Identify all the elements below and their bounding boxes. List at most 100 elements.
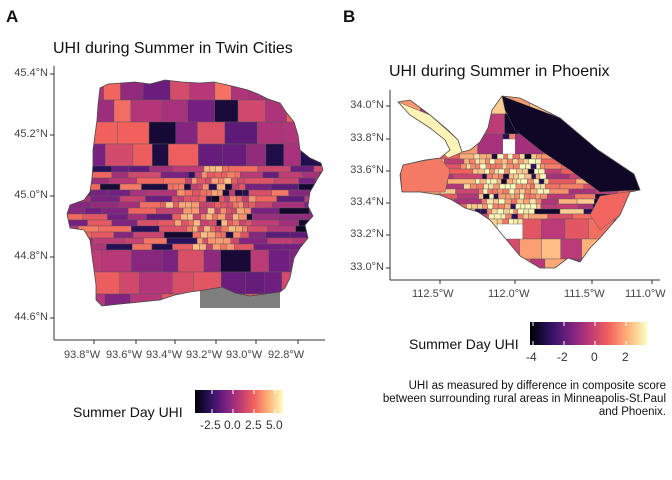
census-tract xyxy=(222,143,247,167)
census-tract xyxy=(194,171,202,179)
census-tract xyxy=(311,243,323,251)
census-tract xyxy=(203,249,221,273)
census-tract xyxy=(531,153,537,160)
census-tract xyxy=(207,207,215,215)
census-tract xyxy=(250,207,280,215)
census-tract xyxy=(398,238,424,260)
census-tract xyxy=(492,173,499,180)
census-tract xyxy=(184,189,193,197)
census-tract xyxy=(281,271,311,295)
census-tract xyxy=(67,143,90,167)
census-tract xyxy=(90,201,119,209)
census-tract xyxy=(516,198,524,205)
panel-a-x-tick-4: 93.0°W xyxy=(226,349,263,361)
census-tract xyxy=(511,213,519,220)
panel-b-cb-tick-3: 2 xyxy=(622,350,629,364)
census-tract xyxy=(501,178,507,185)
census-tract xyxy=(130,293,163,306)
census-tract xyxy=(215,231,222,239)
census-tract xyxy=(214,80,232,101)
census-tract xyxy=(424,218,451,240)
census-tract xyxy=(205,213,213,221)
census-tract xyxy=(238,201,244,209)
census-tract xyxy=(221,219,228,227)
panel-a-legend-title: Summer Day UHI xyxy=(73,404,183,420)
census-tract xyxy=(190,195,200,203)
census-tract xyxy=(231,183,240,191)
census-tract xyxy=(215,225,222,233)
census-tract xyxy=(322,249,323,273)
census-tract xyxy=(262,171,279,179)
census-tract xyxy=(214,237,224,245)
census-tract xyxy=(265,143,284,167)
census-tract xyxy=(513,163,520,170)
census-tract xyxy=(240,231,250,239)
census-tract xyxy=(119,195,146,203)
census-tract xyxy=(486,198,494,205)
census-tract xyxy=(298,219,323,227)
census-tract xyxy=(509,168,517,175)
census-tract xyxy=(502,188,510,195)
census-tract xyxy=(208,219,217,227)
census-tract xyxy=(298,177,316,185)
census-tract xyxy=(509,183,517,190)
census-tract xyxy=(541,218,566,240)
census-tract xyxy=(87,219,113,227)
census-tract xyxy=(577,203,593,210)
census-tract xyxy=(226,201,233,209)
census-tract xyxy=(222,189,230,197)
census-tract xyxy=(495,163,503,170)
census-tract xyxy=(236,207,245,215)
census-tract xyxy=(641,199,660,204)
census-tract xyxy=(172,183,179,191)
census-tract xyxy=(243,201,249,209)
census-tract xyxy=(113,99,132,123)
census-tract xyxy=(104,143,134,167)
census-tract xyxy=(525,163,532,170)
census-tract xyxy=(485,158,490,165)
census-tract xyxy=(89,143,106,167)
census-tract xyxy=(530,188,538,195)
census-tract xyxy=(232,213,239,221)
census-tract xyxy=(479,178,487,185)
census-tract xyxy=(539,173,547,180)
census-tract xyxy=(132,243,153,251)
census-tract xyxy=(235,225,243,233)
census-tract xyxy=(450,218,473,240)
census-tract xyxy=(599,238,617,260)
census-tract xyxy=(173,201,180,209)
census-tract xyxy=(415,153,435,160)
census-tract xyxy=(479,163,487,170)
census-tract xyxy=(515,203,522,210)
panel-a-colorbar-ticks xyxy=(211,390,276,413)
census-tract xyxy=(530,203,537,210)
census-tract xyxy=(167,183,174,191)
census-tract xyxy=(136,177,164,185)
census-tract xyxy=(446,183,464,190)
census-tract xyxy=(139,271,173,295)
census-tract xyxy=(636,133,640,155)
census-tract xyxy=(523,208,530,215)
census-tract xyxy=(98,225,132,233)
census-tract xyxy=(412,133,430,155)
census-tract xyxy=(529,198,537,205)
phoenix-tracts xyxy=(398,96,660,268)
panel-b-letter: B xyxy=(343,7,356,26)
census-tract xyxy=(519,188,526,195)
panel-a-x-tick-1: 93.6°W xyxy=(106,349,143,361)
census-tract xyxy=(540,193,548,200)
census-tract xyxy=(398,203,423,210)
census-tract xyxy=(78,249,102,273)
census-tract xyxy=(544,258,575,268)
census-tract xyxy=(189,80,216,101)
census-tract xyxy=(294,80,323,101)
census-tract xyxy=(635,193,640,200)
census-tract xyxy=(106,243,133,251)
census-tract xyxy=(214,171,222,179)
census-tract xyxy=(559,183,584,190)
census-tract xyxy=(445,96,472,115)
census-tract xyxy=(212,213,219,221)
census-tract xyxy=(510,193,515,200)
census-tract xyxy=(206,189,212,197)
panel-b-y-tick-3: 33.4°N xyxy=(350,196,384,208)
